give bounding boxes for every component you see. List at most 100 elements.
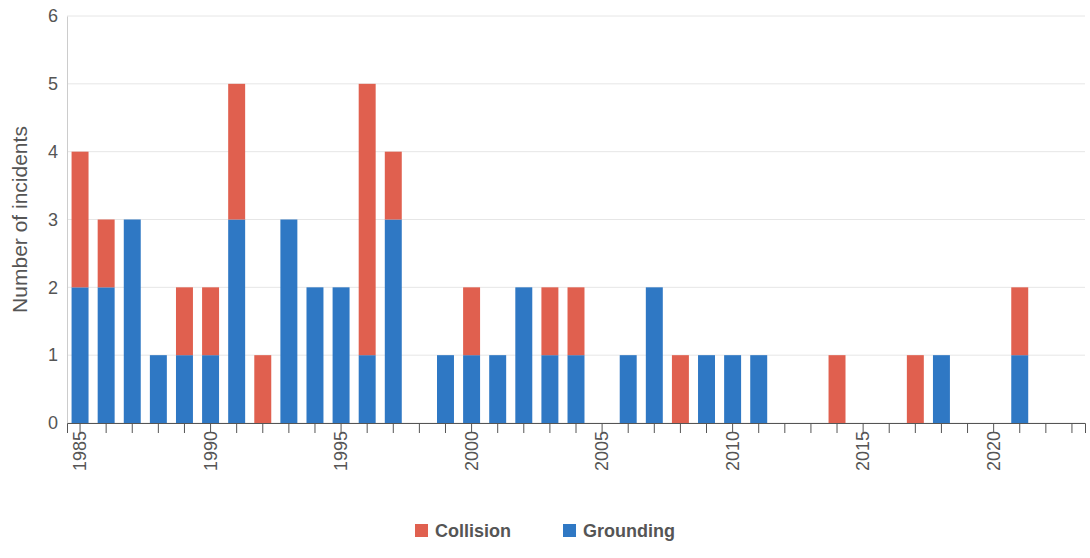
x-tick <box>837 423 838 433</box>
y-tick: 2 <box>48 278 67 298</box>
bar <box>646 287 663 423</box>
x-tick-label: 2000 <box>462 431 482 471</box>
x-tick-mark <box>549 423 550 433</box>
y-tick: 4 <box>48 142 67 162</box>
x-tick-label: 2005 <box>592 431 612 471</box>
x-tick <box>1019 423 1020 433</box>
x-tick <box>654 423 655 433</box>
bar <box>594 423 611 424</box>
x-tick-mark <box>419 423 420 433</box>
x-tick-label: 2015 <box>853 431 873 471</box>
x-tick <box>967 423 968 433</box>
bar <box>1063 423 1080 424</box>
x-tick <box>314 423 315 433</box>
legend-swatch <box>415 524 428 537</box>
y-axis-line <box>67 17 68 424</box>
grid-line <box>67 16 1085 17</box>
bar <box>489 355 506 356</box>
bar <box>1011 355 1028 423</box>
legend-label: Grounding <box>583 521 675 541</box>
x-tick-mark <box>810 423 811 433</box>
bar <box>202 287 219 355</box>
x-tick <box>184 423 185 433</box>
bar <box>411 423 428 424</box>
x-tick <box>1045 423 1046 433</box>
legend-swatch <box>563 524 576 537</box>
bar <box>280 220 297 424</box>
bar <box>98 287 115 423</box>
x-tick: 2015 <box>853 423 873 471</box>
bar <box>463 355 480 423</box>
grid <box>67 16 1085 423</box>
x-tick-mark <box>1019 423 1020 433</box>
bar <box>463 287 480 355</box>
x-tick <box>236 423 237 433</box>
x-tick-label: 2020 <box>984 431 1004 471</box>
bar <box>385 152 402 220</box>
bar <box>228 220 245 424</box>
bar <box>541 287 558 355</box>
bar <box>855 423 872 424</box>
x-tick <box>393 423 394 433</box>
x-tick <box>758 423 759 433</box>
bar <box>959 423 976 424</box>
x-tick <box>680 423 681 433</box>
bar <box>306 287 323 423</box>
bar <box>907 355 924 423</box>
x-tick <box>132 423 133 433</box>
x-tick <box>262 423 263 433</box>
x-tick <box>106 423 107 433</box>
bar <box>541 355 558 423</box>
grid-line <box>67 151 1085 152</box>
y-tick: 0 <box>48 413 67 433</box>
grid-line <box>67 219 1085 220</box>
bar <box>202 355 219 423</box>
bar <box>515 287 532 288</box>
x-tick-mark <box>132 423 133 433</box>
bar <box>881 423 898 424</box>
chart: 012345619851990199520002005201020152020N… <box>0 0 1090 558</box>
x-tick-mark <box>184 423 185 433</box>
y-tick: 6 <box>48 6 67 26</box>
bar <box>1063 423 1080 424</box>
y-tick-label: 3 <box>48 210 58 230</box>
bar <box>124 220 141 424</box>
x-tick: 2010 <box>723 423 743 471</box>
x-tick <box>419 423 420 433</box>
x-tick-mark <box>758 423 759 433</box>
bar <box>437 355 454 423</box>
y-tick-label: 1 <box>48 345 58 365</box>
bar <box>1037 423 1054 424</box>
x-tick-mark <box>706 423 707 433</box>
bar <box>959 423 976 424</box>
bar <box>1011 287 1028 355</box>
bar <box>776 423 793 424</box>
bar <box>254 355 271 423</box>
y-axis: 0123456 <box>48 6 68 433</box>
bar <box>568 355 585 423</box>
x-tick <box>784 423 785 433</box>
bar <box>802 423 819 424</box>
bar <box>437 355 454 356</box>
grid-line <box>67 83 1085 84</box>
bar <box>176 355 193 423</box>
bar <box>150 355 167 423</box>
bar <box>359 355 376 423</box>
bar <box>881 423 898 424</box>
x-tick-mark <box>367 423 368 433</box>
y-tick: 3 <box>48 210 67 230</box>
bar <box>489 355 506 423</box>
y-tick-label: 6 <box>48 6 58 26</box>
x-tick <box>810 423 811 433</box>
x-tick <box>576 423 577 433</box>
x-tick <box>889 423 890 433</box>
bar <box>750 355 767 423</box>
x-tick <box>1071 423 1072 433</box>
y-axis-title: Number of incidents <box>8 126 31 313</box>
bar <box>698 355 715 356</box>
x-tick <box>549 423 550 433</box>
x-tick-mark <box>1071 423 1072 433</box>
y-tick-label: 2 <box>48 278 58 298</box>
bar <box>672 355 689 423</box>
bars <box>72 84 1029 423</box>
